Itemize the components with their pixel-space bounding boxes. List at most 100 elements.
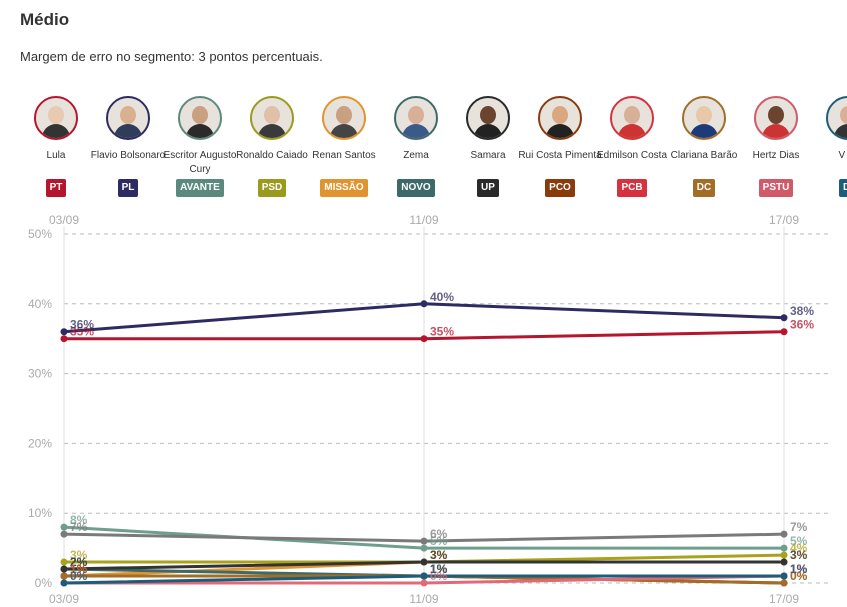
- candidate-card[interactable]: Samara UP: [446, 96, 530, 197]
- data-label: 1%: [790, 562, 808, 576]
- data-point: [60, 328, 68, 336]
- candidate-card[interactable]: Edmilson Costa PCB: [590, 96, 674, 197]
- margin-of-error-text: Margem de erro no segmento: 3 pontos per…: [20, 49, 323, 64]
- party-badge: DI: [839, 179, 847, 197]
- party-badge: UP: [477, 179, 499, 197]
- data-label: 7%: [790, 520, 808, 534]
- candidate-card[interactable]: Clariana Barão DC: [662, 96, 746, 197]
- candidate-avatar: [538, 96, 582, 140]
- candidate-name: Samara: [470, 150, 506, 161]
- candidate-list: Lula PT Flavio Bolsonaro PL Escritor Augusto…: [14, 96, 847, 206]
- data-point: [780, 530, 788, 538]
- data-label: 3%: [70, 548, 88, 562]
- party-badge: PCB: [617, 179, 647, 197]
- data-label: 0%: [70, 569, 88, 583]
- data-point: [60, 530, 68, 538]
- data-label: 1%: [790, 562, 808, 576]
- data-label: 0%: [790, 569, 808, 583]
- data-point: [60, 579, 68, 587]
- data-label: 40%: [430, 290, 454, 304]
- data-point: [60, 558, 68, 566]
- candidate-name: Escritor Augusto Cury: [163, 150, 237, 175]
- data-label: 0%: [70, 569, 88, 583]
- candidate-name: Renan Santos: [312, 150, 376, 161]
- data-point: [780, 551, 788, 559]
- data-label: 0%: [790, 569, 808, 583]
- candidate-name: Edmilson Costa: [596, 150, 668, 161]
- data-point: [780, 544, 788, 552]
- y-tick-label: 50%: [28, 227, 52, 241]
- data-label: 3%: [790, 548, 808, 562]
- section-title: Médio: [20, 10, 70, 29]
- candidate-card[interactable]: Zema NOVO: [374, 96, 458, 197]
- candidate-avatar: [466, 96, 510, 140]
- party-badge: PSTU: [758, 179, 794, 197]
- data-label: 3%: [430, 548, 448, 562]
- candidate-card[interactable]: Escritor Augusto Cury AVANTE: [158, 96, 242, 197]
- candidate-card[interactable]: Rui Costa Pimenta PCO: [518, 96, 602, 197]
- data-point: [780, 572, 788, 580]
- data-label: 1%: [70, 562, 88, 576]
- data-label: 38%: [790, 304, 814, 318]
- x-tick-label-top: 11/09: [409, 213, 438, 227]
- candidate-card[interactable]: Flavio Bolsonaro PL: [86, 96, 170, 197]
- data-point: [420, 579, 428, 587]
- data-label: 36%: [790, 318, 814, 332]
- candidate-name: Ronaldo Caiado: [236, 150, 308, 161]
- y-tick-label: 40%: [28, 297, 52, 311]
- party-badge: PT: [45, 179, 67, 197]
- data-label: 7%: [70, 520, 88, 534]
- party-badge: DC: [692, 179, 716, 197]
- candidate-name: Clariana Barão: [670, 150, 738, 161]
- data-label: 1%: [70, 562, 88, 576]
- data-point: [780, 558, 788, 566]
- data-label: 1%: [790, 562, 808, 576]
- party-badge: PL: [117, 179, 139, 197]
- data-point: [780, 579, 788, 587]
- candidate-card[interactable]: V W DI: [806, 96, 847, 197]
- candidate-name: Rui Costa Pimenta: [518, 150, 602, 161]
- data-point: [420, 572, 428, 580]
- candidate-avatar: [322, 96, 366, 140]
- data-label: 1%: [790, 562, 808, 576]
- data-label: 1%: [430, 562, 448, 576]
- x-tick-label-top: 17/09: [769, 213, 799, 227]
- candidate-avatar: [106, 96, 150, 140]
- data-label: 3%: [430, 548, 448, 562]
- data-label: 35%: [70, 325, 94, 339]
- data-point: [780, 328, 788, 336]
- data-label: 6%: [430, 527, 448, 541]
- candidate-name: Flavio Bolsonaro: [90, 150, 166, 161]
- data-label: 1%: [430, 562, 448, 576]
- data-label: 35%: [430, 325, 454, 339]
- x-tick-label: 03/09: [49, 592, 79, 606]
- candidate-name: Hertz Dias: [752, 150, 800, 161]
- candidate-avatar: [394, 96, 438, 140]
- candidate-card[interactable]: Hertz Dias PSTU: [734, 96, 818, 197]
- data-point: [420, 558, 428, 566]
- data-label: 4%: [790, 541, 808, 555]
- data-label: 2%: [70, 555, 88, 569]
- data-point: [60, 572, 68, 580]
- candidate-avatar: [178, 96, 222, 140]
- candidate-avatar: [754, 96, 798, 140]
- candidate-avatar: [250, 96, 294, 140]
- data-label: 1%: [70, 562, 88, 576]
- party-badge: MISSÃO: [320, 179, 368, 197]
- party-badge: AVANTE: [176, 179, 224, 197]
- data-point: [60, 565, 68, 573]
- candidate-card[interactable]: Lula PT: [14, 96, 98, 197]
- data-label: 1%: [70, 562, 88, 576]
- candidate-card[interactable]: Ronaldo Caiado PSD: [230, 96, 314, 197]
- candidate-name: Lula: [46, 150, 66, 161]
- data-point: [420, 537, 428, 545]
- data-point: [420, 300, 428, 308]
- y-tick-label: 20%: [28, 436, 52, 450]
- line-chart: 0%10%20%30%40%50%03/0903/0911/0911/0917/…: [28, 213, 832, 606]
- candidate-card[interactable]: Renan Santos MISSÃO: [302, 96, 386, 197]
- data-point: [420, 544, 428, 552]
- party-badge: PCO: [545, 179, 575, 197]
- candidate-avatar: [34, 96, 78, 140]
- x-tick-label: 17/09: [769, 592, 799, 606]
- data-point: [780, 314, 788, 322]
